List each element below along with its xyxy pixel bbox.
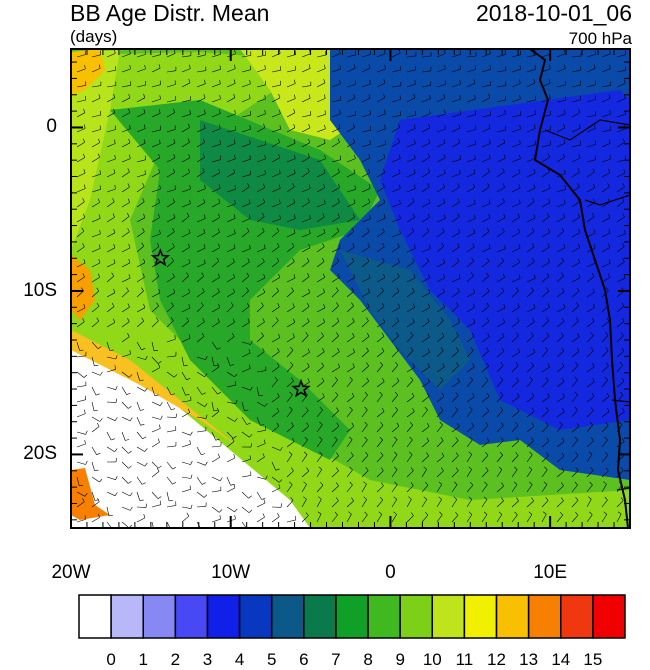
colorbar-swatch bbox=[368, 595, 400, 638]
colorbar-swatch bbox=[240, 595, 272, 638]
colorbar-label: 4 bbox=[235, 650, 244, 670]
colorbar-label: 10 bbox=[423, 650, 442, 670]
colorbar-swatch bbox=[593, 595, 625, 638]
colorbar-swatch bbox=[561, 595, 593, 638]
colorbar bbox=[79, 595, 625, 638]
colorbar-label: 0 bbox=[106, 650, 115, 670]
colorbar-label: 15 bbox=[583, 650, 602, 670]
y-tick-label: 0 bbox=[0, 116, 57, 138]
colorbar-label: 14 bbox=[551, 650, 570, 670]
y-tick-label: 20S bbox=[0, 443, 57, 465]
colorbar-swatch bbox=[207, 595, 239, 638]
colorbar-swatch bbox=[143, 595, 175, 638]
colorbar-swatch bbox=[79, 595, 111, 638]
colorbar-swatch bbox=[304, 595, 336, 638]
colorbar-label: 12 bbox=[487, 650, 506, 670]
age-field bbox=[71, 49, 630, 531]
x-tick-label: 0 bbox=[385, 562, 396, 584]
y-tick-label: 10S bbox=[0, 280, 57, 302]
colorbar-swatch bbox=[432, 595, 464, 638]
colorbar-label: 11 bbox=[456, 650, 474, 670]
colorbar-label: 13 bbox=[519, 650, 538, 670]
x-tick-label: 20W bbox=[51, 562, 90, 584]
colorbar-swatch bbox=[175, 595, 207, 638]
colorbar-label: 3 bbox=[203, 650, 212, 670]
colorbar-swatch bbox=[400, 595, 432, 638]
colorbar-swatch bbox=[272, 595, 304, 638]
colorbar-swatch bbox=[336, 595, 368, 638]
colorbar-label: 8 bbox=[363, 650, 372, 670]
x-tick-label: 10W bbox=[211, 562, 250, 584]
colorbar-label: 9 bbox=[395, 650, 404, 670]
colorbar-label: 5 bbox=[267, 650, 276, 670]
colorbar-swatch bbox=[497, 595, 529, 638]
colorbar-label: 2 bbox=[171, 650, 180, 670]
colorbar-swatch bbox=[111, 595, 143, 638]
colorbar-label: 6 bbox=[299, 650, 308, 670]
colorbar-swatch bbox=[529, 595, 561, 638]
colorbar-label: 7 bbox=[331, 650, 340, 670]
x-tick-label: 10E bbox=[533, 562, 567, 584]
colorbar-label: 1 bbox=[138, 650, 147, 670]
colorbar-swatch bbox=[464, 595, 496, 638]
